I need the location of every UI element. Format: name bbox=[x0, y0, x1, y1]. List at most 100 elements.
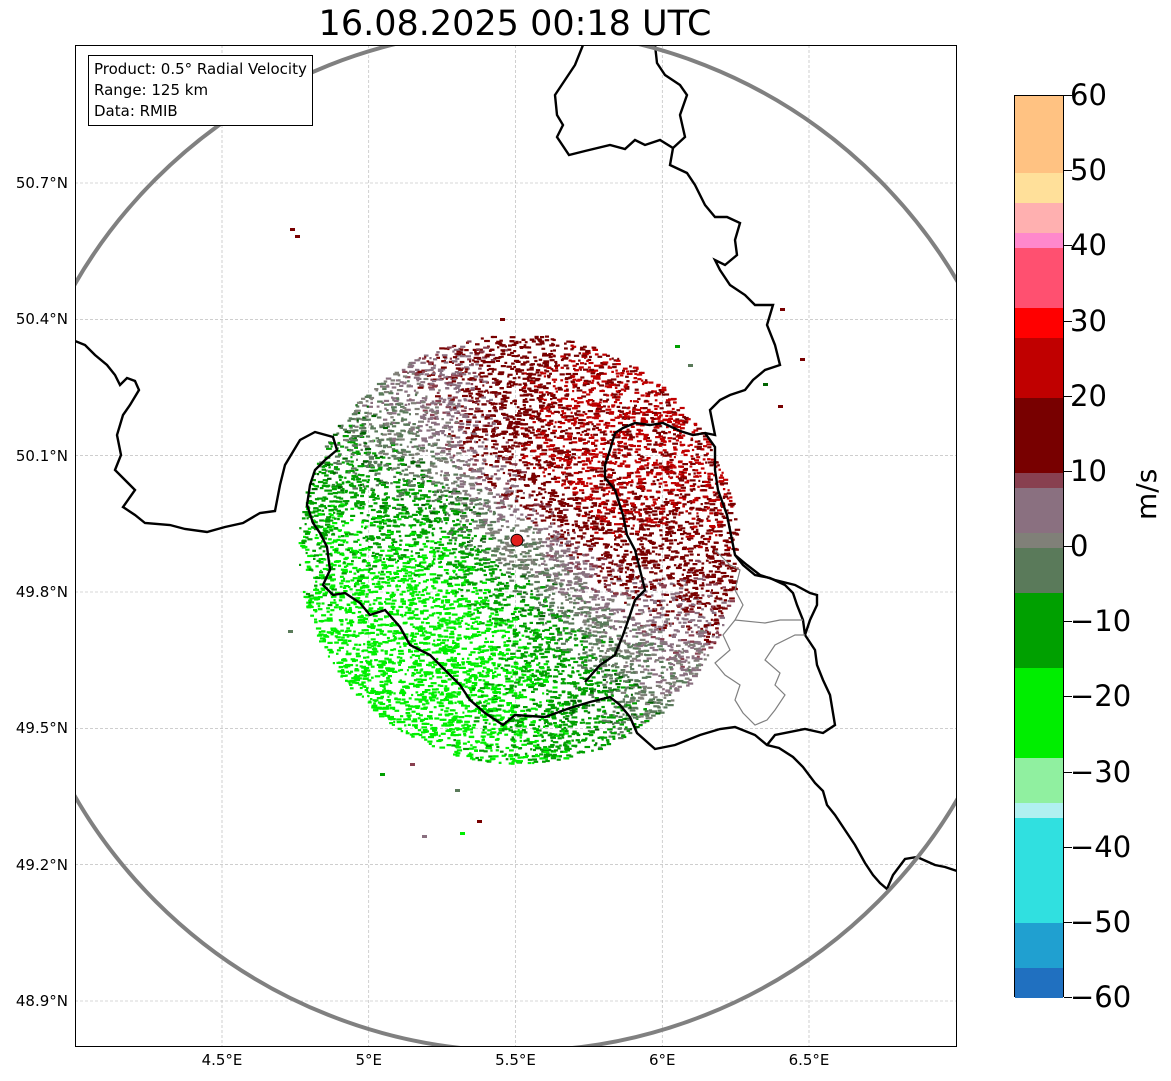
velocity-pixel bbox=[499, 587, 505, 590]
velocity-pixel bbox=[353, 540, 358, 543]
velocity-pixel bbox=[598, 486, 604, 489]
velocity-pixel bbox=[585, 669, 588, 672]
velocity-pixel bbox=[303, 535, 306, 538]
velocity-pixel bbox=[426, 475, 431, 478]
velocity-pixel bbox=[525, 434, 530, 437]
velocity-pixel bbox=[383, 511, 387, 514]
velocity-pixel bbox=[420, 469, 425, 472]
velocity-pixel bbox=[357, 506, 362, 509]
velocity-pixel bbox=[697, 508, 703, 511]
velocity-pixel bbox=[618, 575, 621, 578]
velocity-pixel bbox=[579, 606, 583, 609]
velocity-pixel bbox=[433, 378, 437, 381]
velocity-pixel bbox=[594, 353, 599, 356]
velocity-pixel bbox=[584, 511, 588, 514]
velocity-pixel bbox=[479, 603, 482, 606]
velocity-pixel bbox=[517, 646, 523, 649]
velocity-pixel bbox=[345, 481, 351, 484]
velocity-pixel bbox=[501, 557, 507, 560]
velocity-pixel bbox=[497, 539, 503, 542]
velocity-pixel bbox=[398, 557, 404, 560]
velocity-pixel bbox=[393, 475, 397, 478]
velocity-pixel bbox=[478, 507, 484, 510]
velocity-pixel bbox=[664, 593, 669, 596]
velocity-pixel bbox=[324, 583, 331, 586]
velocity-pixel bbox=[457, 733, 462, 736]
velocity-pixel bbox=[593, 412, 600, 415]
velocity-pixel bbox=[415, 391, 419, 394]
velocity-pixel bbox=[624, 717, 631, 720]
velocity-pixel bbox=[471, 635, 476, 638]
velocity-pixel bbox=[717, 623, 720, 626]
velocity-pixel bbox=[548, 515, 552, 518]
velocity-pixel bbox=[357, 465, 363, 468]
velocity-pixel bbox=[619, 523, 625, 526]
velocity-pixel bbox=[590, 556, 595, 559]
velocity-pixel bbox=[423, 469, 429, 472]
velocity-pixel bbox=[731, 569, 737, 573]
velocity-pixel bbox=[583, 567, 587, 570]
velocity-pixel bbox=[357, 606, 364, 609]
velocity-pixel bbox=[718, 468, 721, 471]
velocity-pixel bbox=[425, 622, 430, 625]
velocity-pixel bbox=[513, 692, 518, 695]
velocity-pixel bbox=[430, 378, 435, 381]
velocity-pixel bbox=[599, 650, 604, 653]
velocity-pixel bbox=[377, 463, 383, 466]
velocity-pixel bbox=[523, 731, 528, 734]
velocity-pixel bbox=[432, 599, 438, 602]
velocity-pixel bbox=[491, 727, 496, 730]
velocity-pixel bbox=[370, 698, 373, 701]
velocity-pixel bbox=[496, 359, 500, 362]
velocity-pixel bbox=[454, 556, 457, 559]
velocity-pixel bbox=[550, 696, 555, 699]
velocity-pixel bbox=[604, 655, 611, 658]
velocity-pixel bbox=[388, 412, 392, 415]
velocity-pixel bbox=[624, 518, 630, 521]
velocity-pixel bbox=[573, 599, 576, 602]
velocity-pixel bbox=[314, 584, 318, 587]
velocity-pixel bbox=[382, 481, 388, 484]
velocity-pixel bbox=[606, 743, 612, 746]
velocity-pixel bbox=[352, 634, 356, 637]
velocity-pixel bbox=[695, 532, 700, 535]
velocity-pixel bbox=[488, 722, 491, 725]
velocity-pixel bbox=[712, 633, 715, 636]
velocity-pixel bbox=[649, 599, 654, 602]
velocity-pixel bbox=[365, 595, 368, 598]
velocity-pixel bbox=[591, 668, 594, 671]
velocity-pixel bbox=[623, 728, 630, 731]
velocity-pixel bbox=[558, 364, 560, 367]
velocity-pixel bbox=[541, 757, 546, 760]
velocity-pixel bbox=[499, 569, 502, 572]
velocity-pixel bbox=[563, 353, 569, 356]
velocity-pixel bbox=[461, 511, 467, 515]
velocity-pixel bbox=[453, 715, 458, 718]
velocity-pixel bbox=[679, 406, 685, 410]
velocity-pixel bbox=[697, 553, 700, 556]
velocity-pixel bbox=[699, 632, 704, 635]
velocity-pixel bbox=[598, 451, 603, 454]
velocity-pixel bbox=[453, 674, 459, 677]
velocity-pixel bbox=[333, 495, 337, 498]
velocity-pixel bbox=[626, 597, 632, 600]
velocity-pixel bbox=[436, 611, 442, 615]
velocity-pixel bbox=[435, 598, 441, 601]
velocity-pixel bbox=[603, 673, 608, 676]
velocity-pixel bbox=[358, 548, 365, 552]
velocity-pixel bbox=[686, 547, 690, 551]
velocity-pixel bbox=[412, 635, 417, 638]
velocity-pixel bbox=[592, 643, 599, 646]
velocity-pixel bbox=[556, 707, 560, 710]
velocity-pixel bbox=[620, 372, 625, 375]
velocity-pixel bbox=[417, 717, 421, 720]
velocity-pixel bbox=[624, 703, 628, 706]
velocity-pixel bbox=[404, 381, 407, 384]
velocity-pixel bbox=[639, 549, 642, 552]
velocity-pixel bbox=[639, 653, 643, 656]
velocity-pixel bbox=[542, 352, 547, 355]
velocity-pixel bbox=[505, 677, 511, 680]
velocity-pixel bbox=[569, 636, 572, 639]
velocity-pixel bbox=[607, 440, 610, 443]
velocity-pixel bbox=[469, 688, 474, 691]
